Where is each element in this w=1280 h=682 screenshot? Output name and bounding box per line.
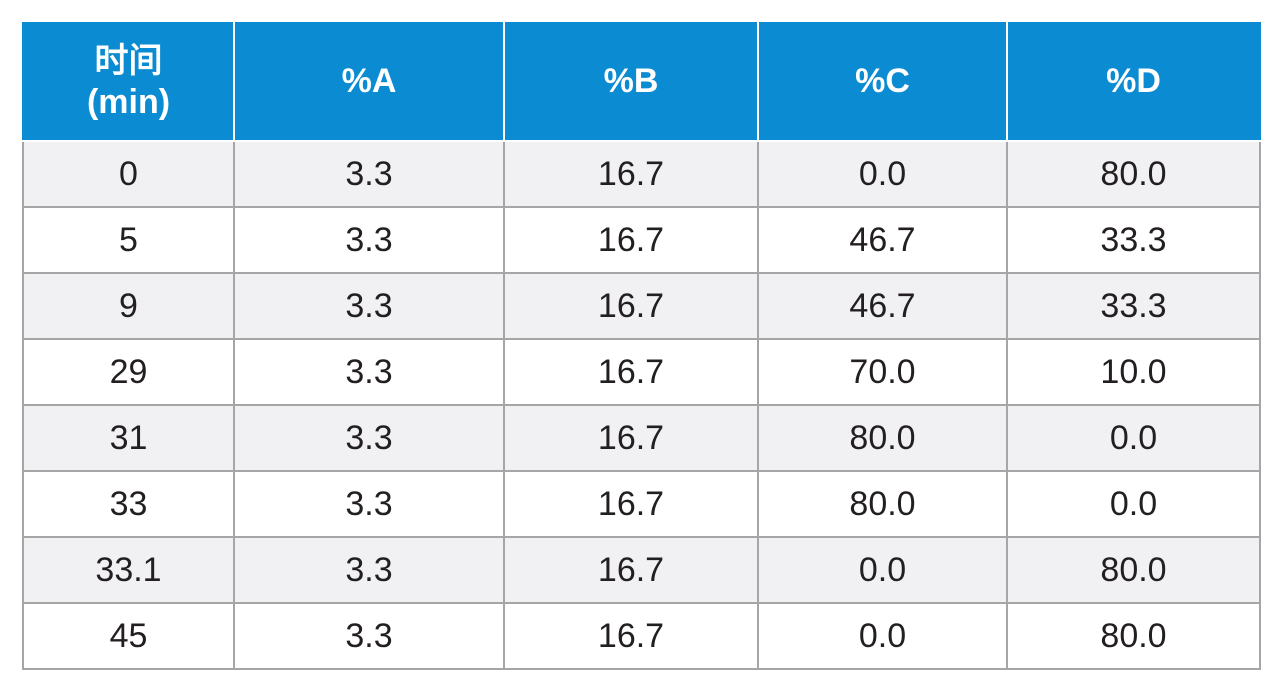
cell-time: 5 <box>22 206 235 274</box>
cell-time: 33.1 <box>22 536 235 604</box>
header-percent-c: %C <box>757 22 1008 142</box>
table-header: 时间 (min) %A %B %C %D <box>22 22 1261 142</box>
cell-percent-b: 16.7 <box>503 140 759 208</box>
cell-percent-a: 3.3 <box>233 602 505 670</box>
cell-percent-c: 70.0 <box>757 338 1008 406</box>
header-percent-a: %A <box>233 22 505 142</box>
cell-percent-c: 46.7 <box>757 206 1008 274</box>
cell-percent-a: 3.3 <box>233 536 505 604</box>
cell-percent-c: 0.0 <box>757 536 1008 604</box>
cell-percent-b: 16.7 <box>503 602 759 670</box>
cell-percent-b: 16.7 <box>503 470 759 538</box>
cell-percent-b: 16.7 <box>503 404 759 472</box>
table-row: 5 3.3 16.7 46.7 33.3 <box>22 206 1261 274</box>
cell-percent-c: 0.0 <box>757 602 1008 670</box>
cell-percent-d: 33.3 <box>1006 272 1261 340</box>
table-row: 29 3.3 16.7 70.0 10.0 <box>22 338 1261 406</box>
cell-percent-c: 46.7 <box>757 272 1008 340</box>
header-percent-b: %B <box>503 22 759 142</box>
cell-percent-a: 3.3 <box>233 470 505 538</box>
cell-percent-b: 16.7 <box>503 272 759 340</box>
cell-percent-d: 0.0 <box>1006 404 1261 472</box>
cell-time: 33 <box>22 470 235 538</box>
cell-percent-d: 33.3 <box>1006 206 1261 274</box>
header-row: 时间 (min) %A %B %C %D <box>22 22 1261 142</box>
cell-percent-c: 80.0 <box>757 470 1008 538</box>
table-row: 0 3.3 16.7 0.0 80.0 <box>22 140 1261 208</box>
cell-percent-a: 3.3 <box>233 140 505 208</box>
cell-percent-a: 3.3 <box>233 404 505 472</box>
cell-percent-d: 0.0 <box>1006 470 1261 538</box>
cell-percent-b: 16.7 <box>503 338 759 406</box>
gradient-table: 时间 (min) %A %B %C %D 0 3.3 16.7 0.0 80.0… <box>22 22 1261 670</box>
table-body: 0 3.3 16.7 0.0 80.0 5 3.3 16.7 46.7 33.3… <box>22 140 1261 670</box>
cell-time: 29 <box>22 338 235 406</box>
header-time: 时间 (min) <box>22 22 235 142</box>
cell-percent-c: 80.0 <box>757 404 1008 472</box>
header-time-unit: (min) <box>86 83 171 121</box>
table-row: 9 3.3 16.7 46.7 33.3 <box>22 272 1261 340</box>
cell-percent-d: 80.0 <box>1006 536 1261 604</box>
cell-percent-d: 80.0 <box>1006 140 1261 208</box>
cell-time: 0 <box>22 140 235 208</box>
cell-percent-b: 16.7 <box>503 206 759 274</box>
cell-percent-a: 3.3 <box>233 206 505 274</box>
cell-percent-a: 3.3 <box>233 338 505 406</box>
cell-percent-b: 16.7 <box>503 536 759 604</box>
cell-time: 31 <box>22 404 235 472</box>
cell-time: 45 <box>22 602 235 670</box>
table-row: 45 3.3 16.7 0.0 80.0 <box>22 602 1261 670</box>
cell-time: 9 <box>22 272 235 340</box>
cell-percent-d: 10.0 <box>1006 338 1261 406</box>
header-time-label: 时间 <box>94 41 163 80</box>
cell-percent-d: 80.0 <box>1006 602 1261 670</box>
table-row: 33.1 3.3 16.7 0.0 80.0 <box>22 536 1261 604</box>
cell-percent-c: 0.0 <box>757 140 1008 208</box>
table-row: 33 3.3 16.7 80.0 0.0 <box>22 470 1261 538</box>
header-percent-d: %D <box>1006 22 1261 142</box>
table-row: 31 3.3 16.7 80.0 0.0 <box>22 404 1261 472</box>
cell-percent-a: 3.3 <box>233 272 505 340</box>
